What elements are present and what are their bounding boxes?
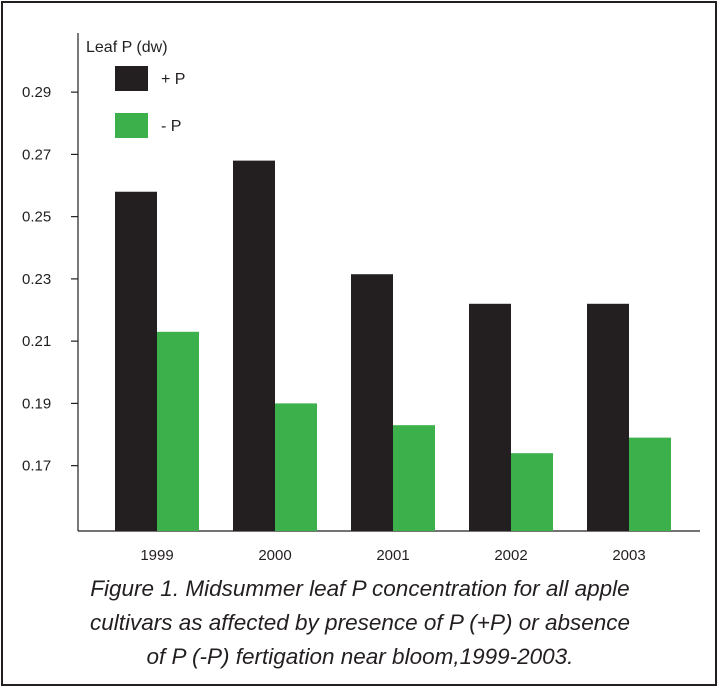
legend-label-minus-p: - P xyxy=(161,118,181,135)
x-tick-label: 2003 xyxy=(612,547,645,564)
caption-line-2: cultivars as affected by presence of P (… xyxy=(89,610,631,635)
legend-swatch-minus-p xyxy=(115,113,148,138)
bar-minus-p-2000 xyxy=(275,403,317,531)
y-axis-label: Leaf P (dw) xyxy=(86,39,168,56)
bar-minus-p-2002 xyxy=(511,453,553,531)
y-tick-label: 0.27 xyxy=(22,146,51,163)
bar-minus-p-2003 xyxy=(629,437,671,531)
bar-plus-p-1999 xyxy=(115,191,157,532)
figure-caption: Figure 1. Midsummer leaf P concentration… xyxy=(20,572,700,674)
y-tick-label: 0.17 xyxy=(22,458,51,475)
caption-line-3: of P (-P) fertigation near bloom,1999-20… xyxy=(146,644,574,669)
bar-plus-p-2002 xyxy=(469,303,511,531)
caption-line-1: Figure 1. Midsummer leaf P concentration… xyxy=(90,576,630,601)
legend-label-plus-p: + P xyxy=(161,71,185,88)
bar-minus-p-2001 xyxy=(393,425,435,531)
bar-minus-p-1999 xyxy=(157,331,199,531)
y-tick-label: 0.25 xyxy=(22,209,51,226)
y-tick-label: 0.21 xyxy=(22,333,51,350)
x-tick-label: 2001 xyxy=(376,547,409,564)
bar-plus-p-2001 xyxy=(351,274,393,531)
bar-plus-p-2000 xyxy=(233,160,275,532)
x-tick-label: 1999 xyxy=(140,547,173,564)
x-tick-label: 2002 xyxy=(494,547,527,564)
legend-swatch-plus-p xyxy=(115,66,148,91)
y-tick-label: 0.29 xyxy=(22,84,51,101)
y-tick-label: 0.23 xyxy=(22,271,51,288)
y-tick-label: 0.19 xyxy=(22,395,51,412)
x-tick-label: 2000 xyxy=(258,547,291,564)
bar-plus-p-2003 xyxy=(587,303,629,531)
